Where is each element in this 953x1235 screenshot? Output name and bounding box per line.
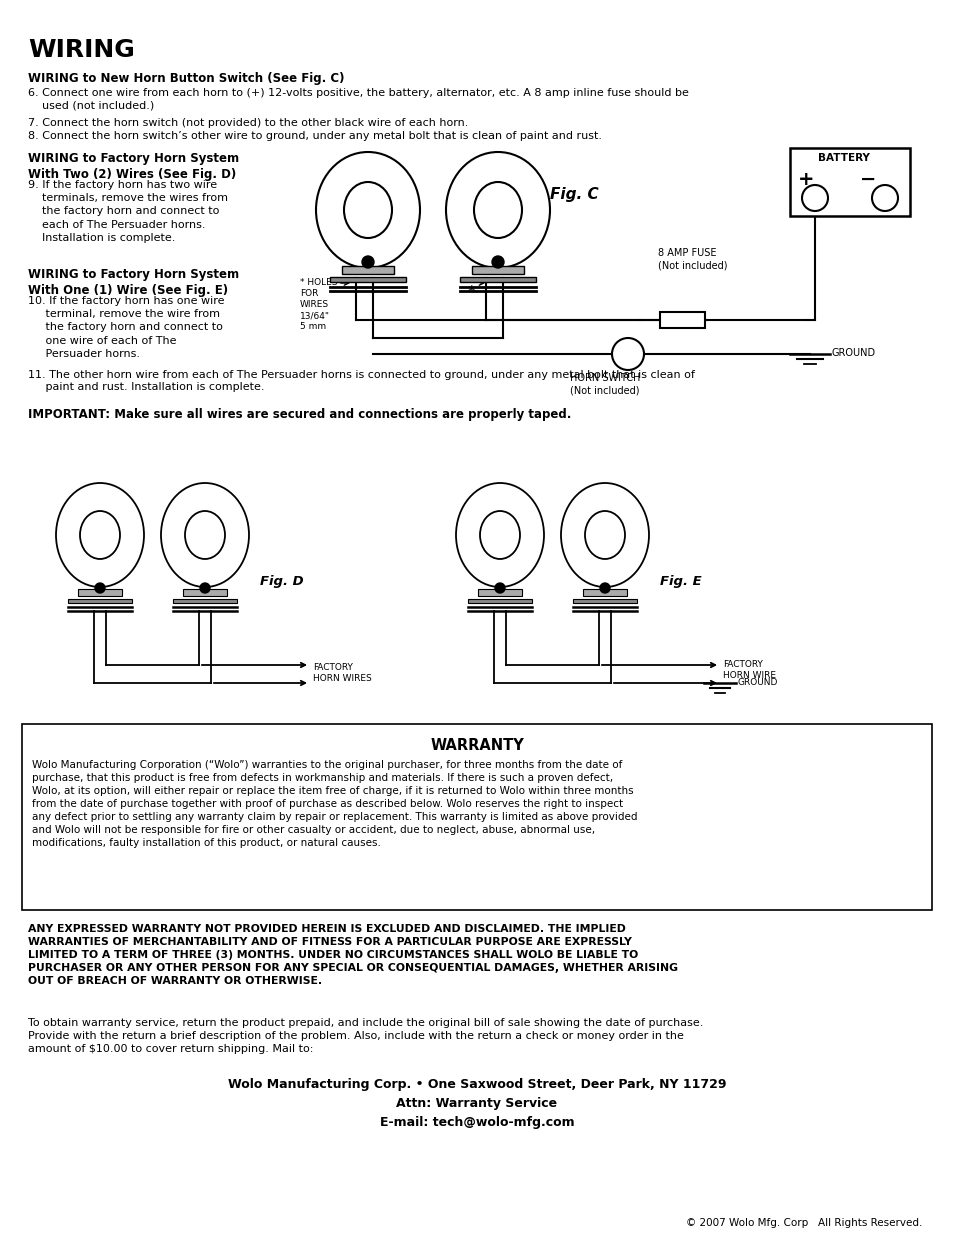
Text: To obtain warranty service, return the product prepaid, and include the original: To obtain warranty service, return the p…: [28, 1018, 702, 1055]
Text: Wolo Manufacturing Corporation (“Wolo”) warranties to the original purchaser, fo: Wolo Manufacturing Corporation (“Wolo”) …: [32, 760, 637, 848]
Circle shape: [492, 256, 503, 268]
Text: * HOLES
FOR
WIRES
13/64"
5 mm: * HOLES FOR WIRES 13/64" 5 mm: [299, 278, 337, 331]
Text: FACTORY
HORN WIRES: FACTORY HORN WIRES: [313, 663, 372, 683]
Bar: [183, 589, 227, 597]
Text: 11. The other horn wire from each of The Persuader horns is connected to ground,: 11. The other horn wire from each of The…: [28, 370, 694, 393]
Circle shape: [871, 185, 897, 211]
Text: HORN SWITCH
(Not included): HORN SWITCH (Not included): [569, 373, 639, 395]
Circle shape: [95, 583, 105, 593]
Text: © 2007 Wolo Mfg. Corp   All Rights Reserved.: © 2007 Wolo Mfg. Corp All Rights Reserve…: [685, 1218, 921, 1228]
Text: GROUND: GROUND: [831, 348, 875, 358]
Text: 8 AMP FUSE
(Not included): 8 AMP FUSE (Not included): [658, 248, 727, 270]
Text: *: *: [468, 285, 476, 300]
Bar: [659, 312, 704, 329]
Text: −: −: [859, 170, 876, 189]
Text: Fig. E: Fig. E: [659, 576, 700, 588]
Bar: [78, 589, 122, 597]
Bar: [330, 277, 406, 282]
Text: GROUND: GROUND: [738, 678, 778, 687]
Ellipse shape: [446, 152, 550, 268]
Circle shape: [801, 185, 827, 211]
Text: 7. Connect the horn switch (not provided) to the other black wire of each horn.: 7. Connect the horn switch (not provided…: [28, 119, 468, 128]
Bar: [22, 724, 931, 910]
Circle shape: [599, 583, 609, 593]
Ellipse shape: [80, 511, 120, 559]
Text: Fig. D: Fig. D: [260, 576, 303, 588]
Text: BATTERY: BATTERY: [817, 153, 869, 163]
Text: WARRANTY: WARRANTY: [430, 739, 523, 753]
Bar: [459, 277, 536, 282]
Text: WIRING to New Horn Button Switch (See Fig. C): WIRING to New Horn Button Switch (See Fi…: [28, 72, 344, 85]
Ellipse shape: [584, 511, 624, 559]
Text: WIRING: WIRING: [28, 38, 134, 62]
Ellipse shape: [344, 182, 392, 238]
Text: 8. Connect the horn switch’s other wire to ground, under any metal bolt that is : 8. Connect the horn switch’s other wire …: [28, 131, 601, 141]
Text: +: +: [797, 170, 814, 189]
Circle shape: [200, 583, 210, 593]
Ellipse shape: [474, 182, 521, 238]
Ellipse shape: [315, 152, 419, 268]
Text: WIRING to Factory Horn System
With Two (2) Wires (See Fig. D): WIRING to Factory Horn System With Two (…: [28, 152, 239, 182]
Text: ANY EXPRESSED WARRANTY NOT PROVIDED HEREIN IS EXCLUDED AND DISCLAIMED. THE IMPLI: ANY EXPRESSED WARRANTY NOT PROVIDED HERE…: [28, 924, 678, 987]
Circle shape: [612, 338, 643, 370]
Bar: [573, 599, 637, 603]
Bar: [468, 599, 532, 603]
Text: Wolo Manufacturing Corp. • One Saxwood Street, Deer Park, NY 11729
Attn: Warrant: Wolo Manufacturing Corp. • One Saxwood S…: [228, 1078, 725, 1129]
Ellipse shape: [560, 483, 648, 587]
Circle shape: [495, 583, 504, 593]
Ellipse shape: [161, 483, 249, 587]
Bar: [582, 589, 626, 597]
Ellipse shape: [56, 483, 144, 587]
Bar: [172, 599, 236, 603]
Ellipse shape: [456, 483, 543, 587]
Ellipse shape: [185, 511, 225, 559]
Text: FACTORY
HORN WIRE: FACTORY HORN WIRE: [722, 659, 775, 680]
Text: 6. Connect one wire from each horn to (+) 12-volts positive, the battery, altern: 6. Connect one wire from each horn to (+…: [28, 88, 688, 110]
Text: WIRING to Factory Horn System
With One (1) Wire (See Fig. E): WIRING to Factory Horn System With One (…: [28, 268, 239, 296]
Bar: [472, 266, 523, 274]
Circle shape: [361, 256, 374, 268]
Text: IMPORTANT: Make sure all wires are secured and connections are properly taped.: IMPORTANT: Make sure all wires are secur…: [28, 408, 571, 421]
Bar: [477, 589, 521, 597]
Bar: [341, 266, 394, 274]
Ellipse shape: [479, 511, 519, 559]
Text: Fig. C: Fig. C: [550, 186, 598, 203]
Bar: [789, 148, 909, 216]
Bar: [68, 599, 132, 603]
Text: 9. If the factory horn has two wire
    terminals, remove the wires from
    the: 9. If the factory horn has two wire term…: [28, 180, 228, 243]
Text: 10. If the factory horn has one wire
     terminal, remove the wire from
     th: 10. If the factory horn has one wire ter…: [28, 296, 224, 359]
